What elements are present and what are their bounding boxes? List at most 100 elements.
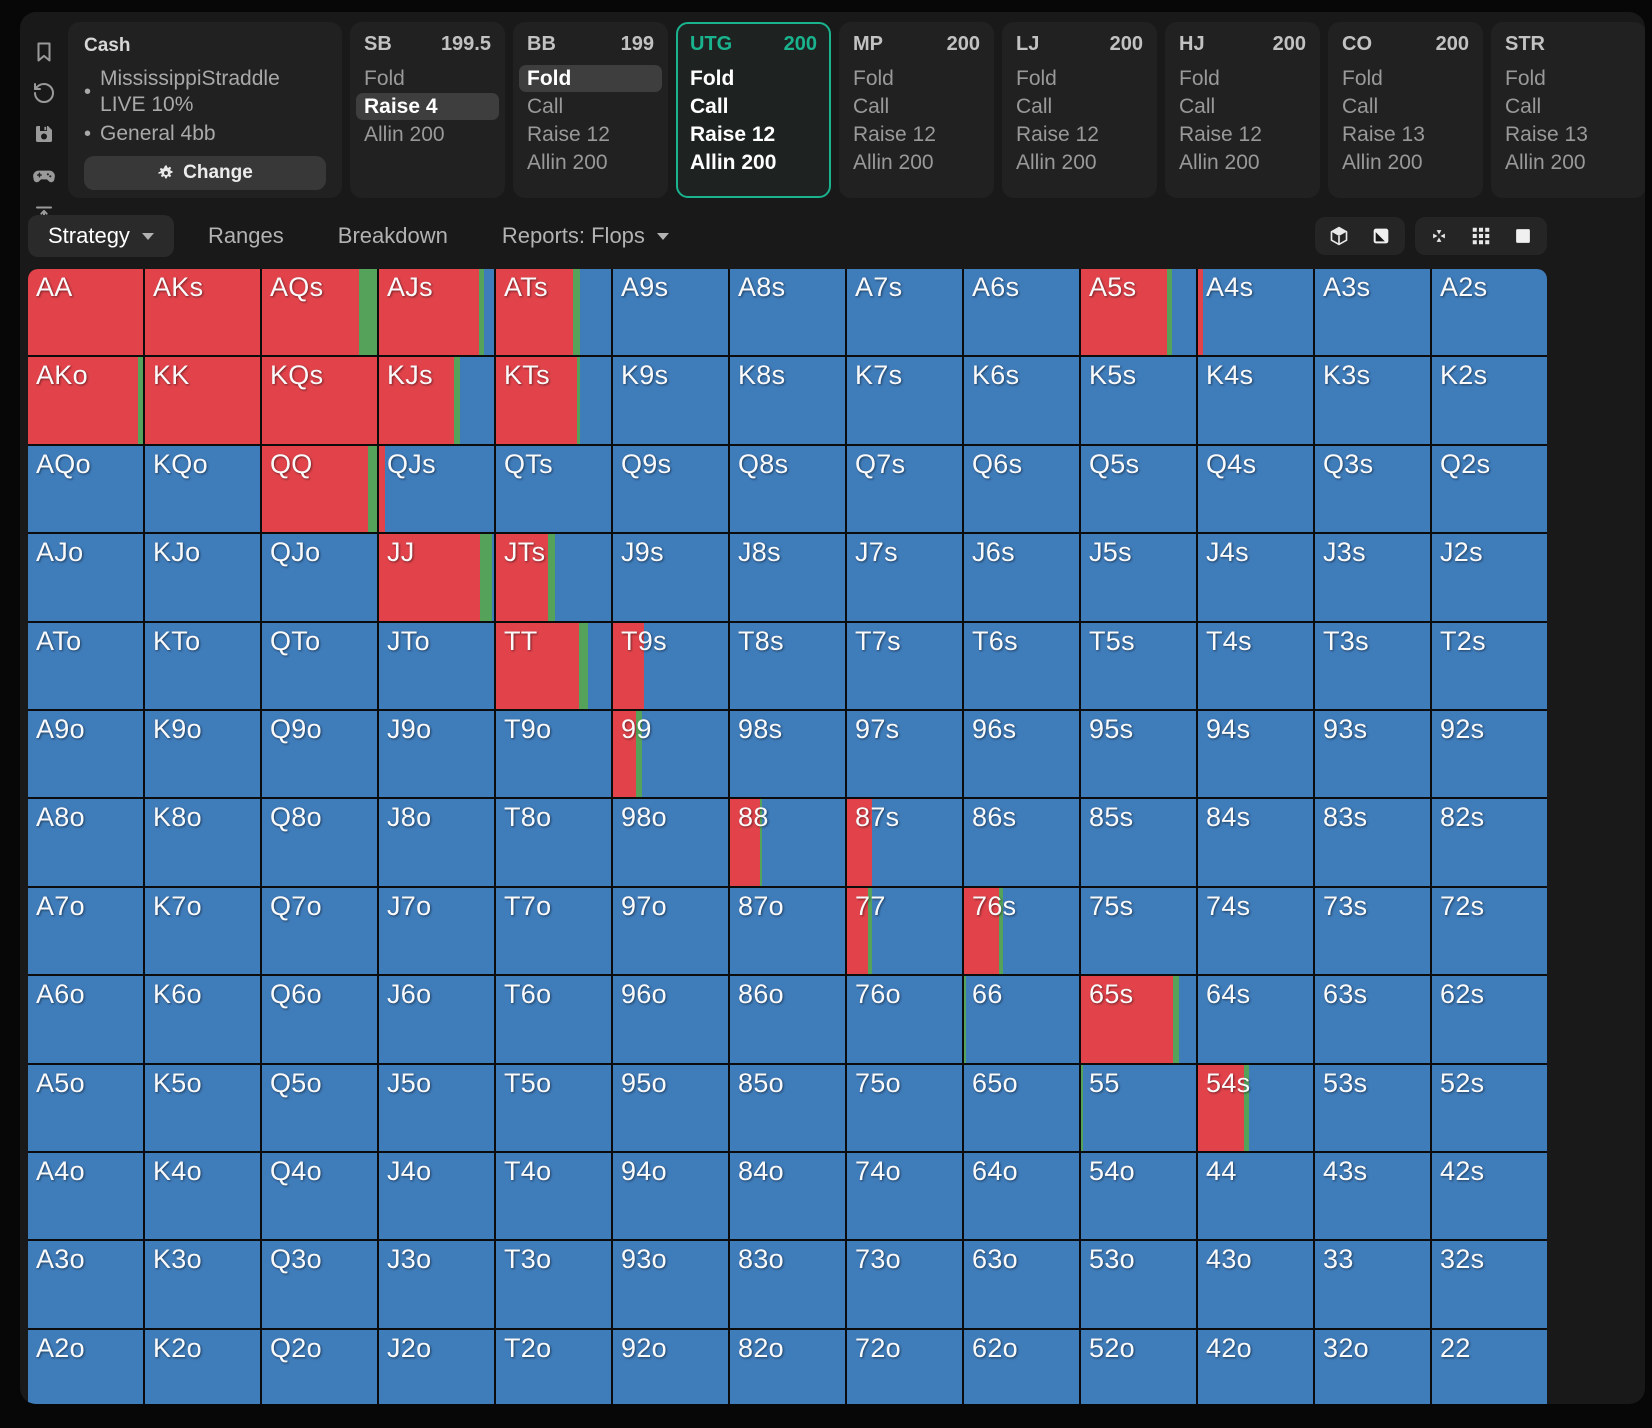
hand-cell-j9o[interactable]: J9o [379,710,494,798]
hand-cell-96o[interactable]: 96o [613,976,728,1063]
hand-cell-j3s[interactable]: J3s [1315,534,1430,621]
hand-cell-q7o[interactable]: Q7o [262,887,377,975]
hand-cell-62o[interactable]: 62o [964,1329,1079,1404]
action-fold[interactable]: Fold [364,67,405,90]
hand-cell-42o[interactable]: 42o [1198,1329,1313,1404]
hand-cell-q3s[interactable]: Q3s [1315,445,1430,533]
action-call[interactable]: Call [527,95,564,118]
half-square-icon[interactable] [1369,224,1393,248]
hand-cell-j7s[interactable]: J7s [847,534,962,621]
hand-cell-tt[interactable]: TT [496,622,611,709]
position-panel-hj[interactable]: HJ 200 Fold Call Raise 12 Allin 200 [1165,22,1320,198]
hand-cell-53o[interactable]: 53o [1081,1241,1196,1328]
hand-cell-q5s[interactable]: Q5s [1081,445,1196,533]
hand-cell-q4o[interactable]: Q4o [262,1152,377,1240]
hand-cell-k4s[interactable]: K4s [1198,357,1313,444]
position-panel-utg[interactable]: UTG 200 Fold Call Raise 12 Allin 200 [676,22,831,198]
hand-cell-k2o[interactable]: K2o [145,1329,260,1404]
action-allin-200[interactable]: Allin 200 [527,151,608,174]
hand-cell-62s[interactable]: 62s [1432,976,1547,1063]
hand-cell-kjo[interactable]: KJo [145,534,260,621]
hand-cell-q7s[interactable]: Q7s [847,445,962,533]
hand-cell-t7o[interactable]: T7o [496,887,611,975]
hand-cell-86s[interactable]: 86s [964,799,1079,886]
tab-strategy[interactable]: Strategy [28,215,174,257]
hand-cell-a6s[interactable]: A6s [964,269,1079,356]
hand-cell-75s[interactable]: 75s [1081,887,1196,975]
hand-cell-aqs[interactable]: AQs [262,269,377,356]
tab-breakdown[interactable]: Breakdown [318,215,468,257]
hand-cell-q3o[interactable]: Q3o [262,1241,377,1328]
hand-cell-k7s[interactable]: K7s [847,357,962,444]
gamepad-icon[interactable] [30,161,58,189]
action-allin-200[interactable]: Allin 200 [1016,151,1097,174]
hand-cell-j4s[interactable]: J4s [1198,534,1313,621]
hand-cell-k9o[interactable]: K9o [145,710,260,798]
position-panel-str[interactable]: STR Fold Call Raise 13 Allin 200 [1491,22,1645,198]
hand-cell-a2o[interactable]: A2o [28,1329,143,1404]
action-allin-200[interactable]: Allin 200 [1505,151,1586,174]
hand-cell-a9o[interactable]: A9o [28,710,143,798]
hand-cell-qts[interactable]: QTs [496,445,611,533]
action-raise-13[interactable]: Raise 13 [1505,123,1588,146]
hand-cell-83o[interactable]: 83o [730,1241,845,1328]
hand-cell-95o[interactable]: 95o [613,1064,728,1151]
action-allin-200[interactable]: Allin 200 [690,151,777,174]
hand-cell-63o[interactable]: 63o [964,1241,1079,1328]
hand-cell-65s[interactable]: 65s [1081,976,1196,1063]
hand-cell-63s[interactable]: 63s [1315,976,1430,1063]
hand-cell-q4s[interactable]: Q4s [1198,445,1313,533]
action-call[interactable]: Call [1016,95,1053,118]
action-raise-12[interactable]: Raise 12 [1179,123,1262,146]
hand-cell-k4o[interactable]: K4o [145,1152,260,1240]
action-raise-4[interactable]: Raise 4 [356,93,499,120]
hand-cell-t8s[interactable]: T8s [730,622,845,709]
undo-icon[interactable] [30,79,58,107]
hand-cell-k8o[interactable]: K8o [145,799,260,886]
hand-cell-kto[interactable]: KTo [145,622,260,709]
hand-cell-q8s[interactable]: Q8s [730,445,845,533]
bookmark-icon[interactable] [30,38,58,66]
hand-cell-k3o[interactable]: K3o [145,1241,260,1328]
hand-cell-q2s[interactable]: Q2s [1432,445,1547,533]
hand-cell-k7o[interactable]: K7o [145,887,260,975]
hand-cell-a3o[interactable]: A3o [28,1241,143,1328]
action-allin-200[interactable]: Allin 200 [364,123,445,146]
hand-cell-k8s[interactable]: K8s [730,357,845,444]
action-raise-12[interactable]: Raise 12 [1016,123,1099,146]
hand-cell-95s[interactable]: 95s [1081,710,1196,798]
hand-cell-a8o[interactable]: A8o [28,799,143,886]
hand-cell-93o[interactable]: 93o [613,1241,728,1328]
hand-cell-j4o[interactable]: J4o [379,1152,494,1240]
hand-cell-43o[interactable]: 43o [1198,1241,1313,1328]
hand-cell-q6o[interactable]: Q6o [262,976,377,1063]
hand-cell-85s[interactable]: 85s [1081,799,1196,886]
hand-cell-q9o[interactable]: Q9o [262,710,377,798]
hand-cell-t8o[interactable]: T8o [496,799,611,886]
hand-cell-a4s[interactable]: A4s [1198,269,1313,356]
hand-cell-aks[interactable]: AKs [145,269,260,356]
hand-cell-j2o[interactable]: J2o [379,1329,494,1404]
hand-cell-aa[interactable]: AA [28,269,143,356]
action-allin-200[interactable]: Allin 200 [853,151,934,174]
hand-cell-a7s[interactable]: A7s [847,269,962,356]
hand-cell-jto[interactable]: JTo [379,622,494,709]
hand-cell-73s[interactable]: 73s [1315,887,1430,975]
hand-cell-t3o[interactable]: T3o [496,1241,611,1328]
action-fold[interactable]: Fold [1505,67,1546,90]
position-panel-mp[interactable]: MP 200 Fold Call Raise 12 Allin 200 [839,22,994,198]
hand-cell-92s[interactable]: 92s [1432,710,1547,798]
hand-cell-92o[interactable]: 92o [613,1329,728,1404]
hand-cell-77[interactable]: 77 [847,887,962,975]
hand-cell-t3s[interactable]: T3s [1315,622,1430,709]
hand-cell-q8o[interactable]: Q8o [262,799,377,886]
hand-cell-t6s[interactable]: T6s [964,622,1079,709]
hand-cell-k5s[interactable]: K5s [1081,357,1196,444]
hand-cell-kk[interactable]: KK [145,357,260,444]
hand-cell-t9s[interactable]: T9s [613,622,728,709]
hand-cell-ajs[interactable]: AJs [379,269,494,356]
position-panel-bb[interactable]: BB 199 Fold Call Raise 12 Allin 200 [513,22,668,198]
hand-cell-a7o[interactable]: A7o [28,887,143,975]
hand-cell-52s[interactable]: 52s [1432,1064,1547,1151]
hand-cell-aqo[interactable]: AQo [28,445,143,533]
